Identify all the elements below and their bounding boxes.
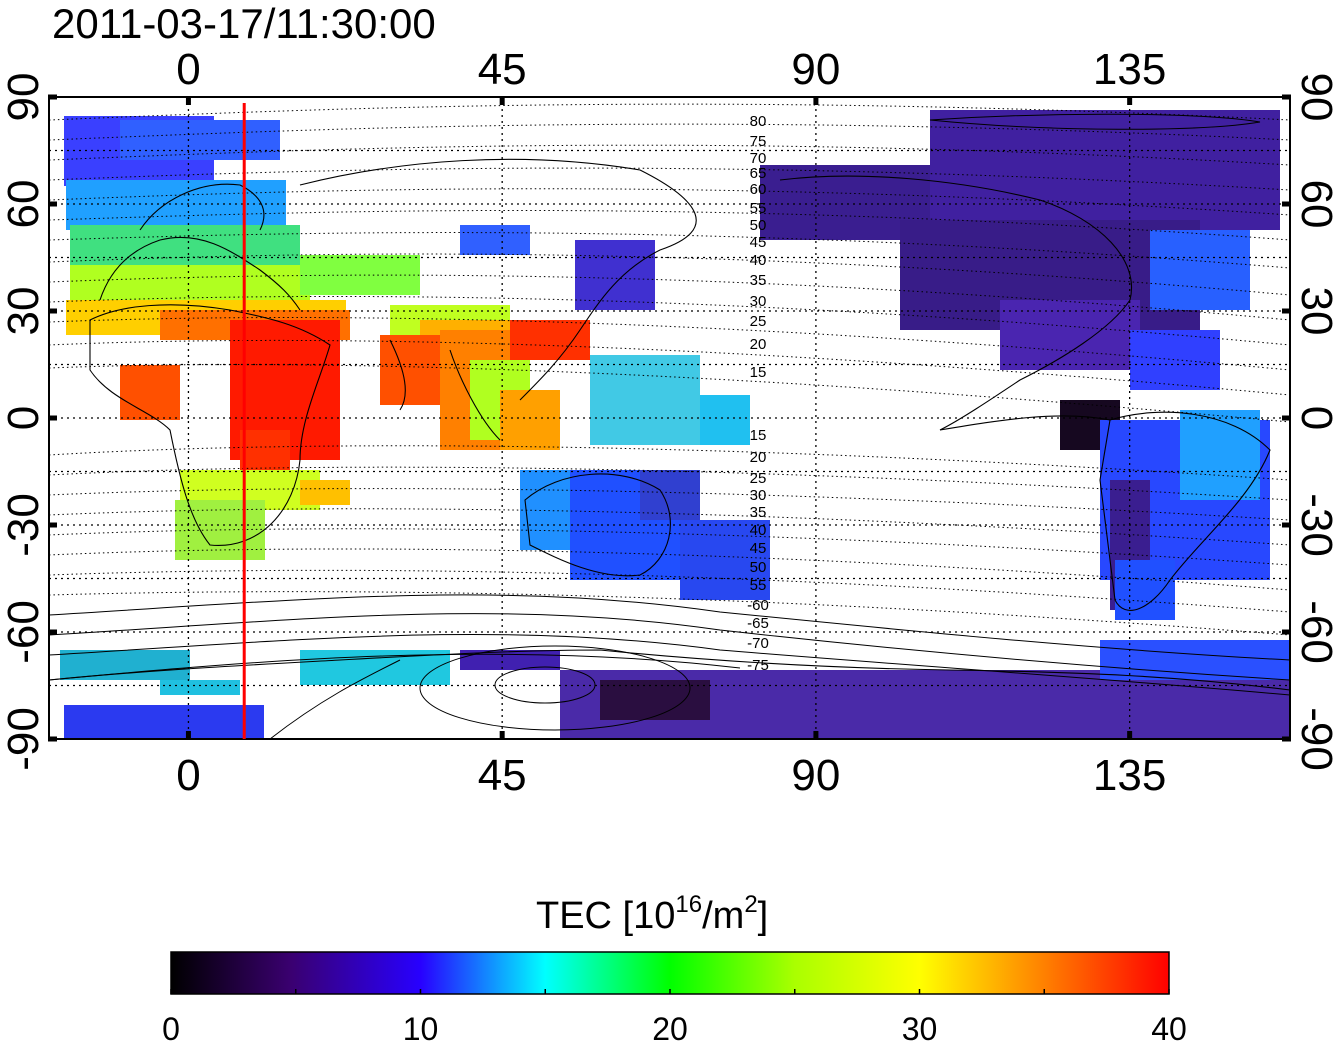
top-x-tick-label: 45 bbox=[478, 45, 527, 94]
colorbar bbox=[170, 951, 1170, 995]
contour-label: 65 bbox=[750, 165, 767, 182]
left-y-tick-label: 0 bbox=[0, 406, 48, 430]
contour-label: -65 bbox=[747, 615, 769, 632]
contour-label: 15 bbox=[750, 427, 767, 444]
axis-ticks bbox=[48, 94, 1291, 742]
bottom-x-tick-label: 45 bbox=[478, 751, 527, 800]
colorbar-title-exponent: 16 bbox=[675, 891, 702, 918]
contour-label: 45 bbox=[750, 540, 767, 557]
top-x-tick-label: 0 bbox=[176, 45, 200, 94]
contour-label: 20 bbox=[750, 336, 767, 353]
contour-label: 40 bbox=[750, 522, 767, 539]
contour-label: 30 bbox=[750, 487, 767, 504]
colorbar-tick-label: 30 bbox=[902, 1011, 938, 1042]
left-y-tick-label: 90 bbox=[0, 73, 48, 122]
coastlines bbox=[49, 158, 1290, 691]
contour-label: 55 bbox=[750, 200, 767, 217]
contour-label: 30 bbox=[750, 293, 767, 310]
colorbar-title-exponent-2: 2 bbox=[744, 891, 757, 918]
top-x-tick-label: 135 bbox=[1093, 45, 1166, 94]
bottom-x-axis-labels: 04590135180-135-90-45 bbox=[176, 751, 1166, 800]
contour-label: 70 bbox=[750, 150, 767, 167]
left-y-tick-label: 30 bbox=[0, 287, 48, 336]
contour-label: 75 bbox=[750, 133, 767, 150]
colorbar-tick-label: 20 bbox=[652, 1011, 688, 1042]
colorbar-title-unit: /m bbox=[702, 895, 744, 937]
right-y-axis-labels: 90 60 30 0 -30 -60 -90 bbox=[1292, 73, 1340, 771]
contour-label: 50 bbox=[750, 559, 767, 576]
contour-label: 20 bbox=[750, 449, 767, 466]
left-y-tick-label: 60 bbox=[0, 180, 48, 229]
right-y-tick-label: -90 bbox=[1292, 707, 1340, 771]
right-y-tick-label: 30 bbox=[1292, 287, 1340, 336]
right-y-tick-label: 90 bbox=[1292, 73, 1340, 122]
left-y-tick-label: -90 bbox=[0, 707, 48, 771]
contour-label: 35 bbox=[750, 504, 767, 521]
contour-label: 25 bbox=[750, 313, 767, 330]
contour-label: 40 bbox=[750, 252, 767, 269]
right-y-tick-label: -30 bbox=[1292, 493, 1340, 557]
colorbar-title-end: ] bbox=[758, 895, 769, 937]
colorbar-title: TEC [1016/m2] bbox=[536, 891, 768, 937]
left-y-tick-label: -30 bbox=[0, 493, 48, 557]
timestamp-label: 2011-03-17/11:30:00 bbox=[52, 0, 436, 47]
contour-label: 25 bbox=[750, 470, 767, 487]
colorbar-tick-label: 40 bbox=[1151, 1011, 1187, 1042]
right-y-tick-label: 60 bbox=[1292, 180, 1340, 229]
colorbar-ticks bbox=[170, 989, 1170, 994]
colorbar-tick-labels: 0 10 20 30 40 bbox=[162, 1011, 1187, 1042]
contour-label: 55 bbox=[750, 577, 767, 594]
colorbar-title-main: TEC [10 bbox=[536, 895, 675, 937]
contour-label: 80 bbox=[750, 113, 767, 130]
top-x-axis-labels: 04590135180-135-90-45 bbox=[176, 45, 1166, 94]
colorbar-tick-label: 0 bbox=[162, 1011, 180, 1042]
bottom-x-tick-label: 0 bbox=[176, 751, 200, 800]
right-y-tick-label: -60 bbox=[1292, 600, 1340, 664]
left-y-tick-label: -60 bbox=[0, 600, 48, 664]
top-x-tick-label: 90 bbox=[791, 45, 840, 94]
graticule bbox=[49, 97, 1290, 739]
contour-label: 60 bbox=[750, 181, 767, 198]
left-y-axis-labels: 90 60 30 0 -30 -60 -90 bbox=[0, 73, 48, 771]
contour-label: -75 bbox=[747, 657, 769, 674]
contour-label: 50 bbox=[750, 217, 767, 234]
contour-label: -70 bbox=[747, 635, 769, 652]
bottom-x-tick-label: 90 bbox=[791, 751, 840, 800]
geomagnetic-contours bbox=[49, 103, 1290, 739]
tec-data-layer bbox=[60, 110, 1290, 739]
right-y-tick-label: 0 bbox=[1292, 406, 1340, 430]
colorbar-tick-label: 10 bbox=[403, 1011, 439, 1042]
bottom-x-tick-label: 135 bbox=[1093, 751, 1166, 800]
contour-label: 45 bbox=[750, 234, 767, 251]
contour-label: -60 bbox=[747, 597, 769, 614]
contour-label: 35 bbox=[750, 272, 767, 289]
contour-label: 15 bbox=[750, 364, 767, 381]
